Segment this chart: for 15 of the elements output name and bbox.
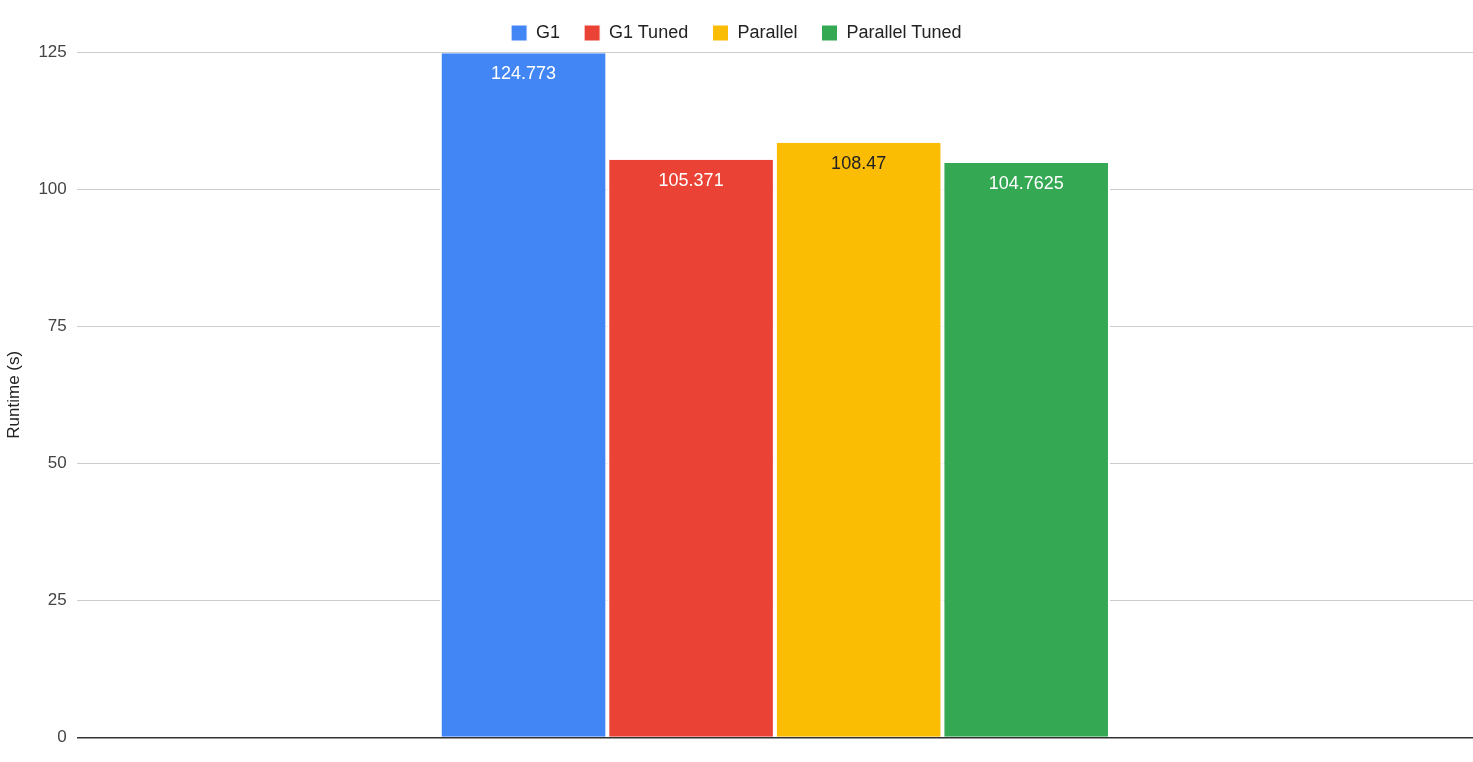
data-label: 105.371 bbox=[658, 169, 724, 190]
y-tick-label: 25 bbox=[47, 590, 67, 610]
y-tick-label: 50 bbox=[47, 453, 67, 473]
legend-label: G1 bbox=[536, 21, 561, 42]
y-tick-label: 125 bbox=[38, 41, 67, 61]
legend-label: Parallel bbox=[737, 21, 798, 42]
data-label: 104.7625 bbox=[988, 172, 1064, 193]
y-tick-label: 100 bbox=[38, 178, 67, 198]
legend-label: Parallel Tuned bbox=[846, 21, 962, 42]
data-label: 124.773 bbox=[491, 63, 557, 84]
legend-label: G1 Tuned bbox=[609, 21, 689, 42]
data-label: 108.47 bbox=[831, 152, 887, 173]
y-tick-label: 0 bbox=[57, 727, 67, 747]
y-axis-title: Runtime (s) bbox=[3, 350, 23, 439]
y-tick-label: 75 bbox=[47, 315, 67, 335]
